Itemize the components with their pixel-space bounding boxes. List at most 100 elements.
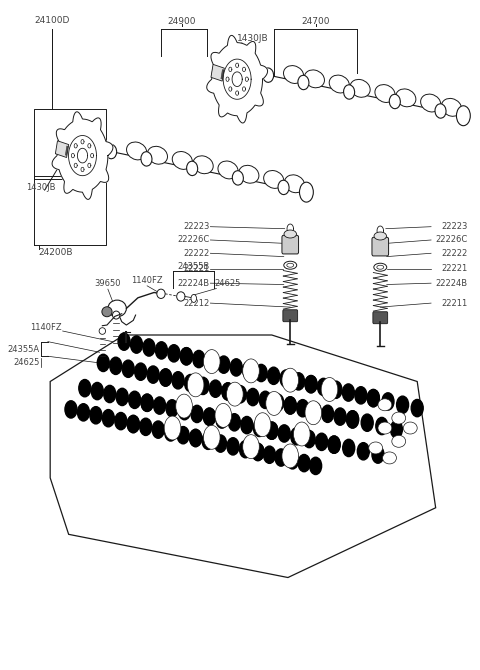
Text: 24625: 24625 (13, 358, 39, 367)
Ellipse shape (396, 89, 416, 107)
Ellipse shape (287, 263, 294, 267)
Circle shape (259, 391, 271, 409)
Circle shape (228, 413, 240, 431)
Circle shape (284, 397, 296, 414)
Ellipse shape (369, 442, 383, 454)
Circle shape (347, 411, 359, 428)
Circle shape (372, 446, 384, 463)
Circle shape (278, 425, 290, 442)
Circle shape (411, 399, 423, 417)
Circle shape (291, 427, 303, 445)
Text: 24100D: 24100D (35, 15, 70, 25)
Circle shape (215, 435, 227, 452)
Text: 24355B: 24355B (177, 261, 209, 271)
Ellipse shape (239, 165, 259, 183)
Circle shape (253, 419, 265, 437)
Circle shape (102, 409, 114, 427)
Ellipse shape (127, 142, 147, 160)
Circle shape (164, 416, 181, 440)
Circle shape (292, 373, 305, 390)
Circle shape (376, 417, 388, 435)
Text: 22224B: 22224B (177, 279, 209, 287)
FancyBboxPatch shape (373, 312, 388, 324)
Ellipse shape (232, 171, 243, 185)
Ellipse shape (375, 84, 395, 103)
FancyBboxPatch shape (372, 237, 389, 256)
Ellipse shape (108, 300, 126, 317)
Circle shape (252, 444, 264, 460)
FancyBboxPatch shape (282, 235, 299, 254)
Ellipse shape (392, 436, 406, 448)
Circle shape (204, 408, 216, 425)
Circle shape (240, 440, 252, 458)
Circle shape (205, 353, 217, 371)
Circle shape (322, 405, 334, 423)
Circle shape (215, 403, 232, 427)
Ellipse shape (285, 175, 305, 193)
Ellipse shape (374, 232, 386, 240)
Text: 22221: 22221 (442, 264, 468, 273)
Circle shape (187, 373, 204, 397)
Circle shape (193, 350, 205, 368)
Circle shape (79, 379, 91, 397)
Circle shape (159, 369, 172, 386)
Circle shape (97, 354, 109, 372)
Ellipse shape (304, 70, 324, 88)
Text: 22226C: 22226C (177, 235, 209, 245)
Ellipse shape (300, 182, 313, 202)
Circle shape (330, 381, 342, 399)
Circle shape (382, 393, 394, 410)
Circle shape (305, 375, 317, 393)
Text: 22222: 22222 (183, 249, 209, 258)
Circle shape (159, 369, 172, 386)
Text: 22224B: 22224B (436, 279, 468, 287)
Text: 1430JB: 1430JB (26, 183, 55, 192)
Circle shape (131, 336, 143, 353)
Text: 22212: 22212 (183, 299, 209, 308)
Circle shape (343, 440, 355, 456)
Text: 22226C: 22226C (436, 235, 468, 245)
Circle shape (284, 397, 296, 414)
Ellipse shape (378, 422, 392, 434)
Circle shape (264, 446, 276, 464)
Circle shape (129, 391, 141, 409)
Polygon shape (207, 36, 267, 123)
Circle shape (255, 364, 267, 382)
Circle shape (243, 359, 259, 383)
Circle shape (65, 401, 77, 418)
Ellipse shape (112, 311, 120, 319)
Circle shape (268, 367, 280, 385)
Circle shape (180, 348, 192, 365)
Circle shape (305, 401, 322, 425)
Circle shape (361, 414, 373, 431)
Circle shape (168, 344, 180, 362)
Circle shape (218, 356, 230, 373)
Circle shape (287, 452, 299, 469)
Circle shape (190, 429, 202, 447)
Ellipse shape (284, 66, 304, 84)
Circle shape (367, 389, 379, 407)
Circle shape (184, 375, 196, 392)
Circle shape (252, 444, 264, 460)
Circle shape (298, 454, 310, 472)
Circle shape (247, 389, 259, 406)
Polygon shape (211, 64, 224, 81)
Ellipse shape (374, 263, 387, 271)
Circle shape (272, 394, 284, 411)
Circle shape (310, 457, 322, 474)
Ellipse shape (278, 180, 289, 194)
Circle shape (317, 379, 329, 395)
Circle shape (303, 430, 315, 448)
Circle shape (141, 394, 153, 411)
Ellipse shape (141, 151, 152, 166)
Circle shape (118, 333, 130, 350)
Text: 22223: 22223 (183, 222, 209, 231)
Circle shape (309, 403, 321, 419)
Circle shape (328, 436, 340, 454)
Text: 22222: 22222 (442, 249, 468, 258)
Circle shape (197, 377, 209, 395)
Ellipse shape (420, 94, 441, 112)
Circle shape (266, 422, 278, 440)
Ellipse shape (193, 156, 213, 174)
Ellipse shape (284, 261, 297, 269)
